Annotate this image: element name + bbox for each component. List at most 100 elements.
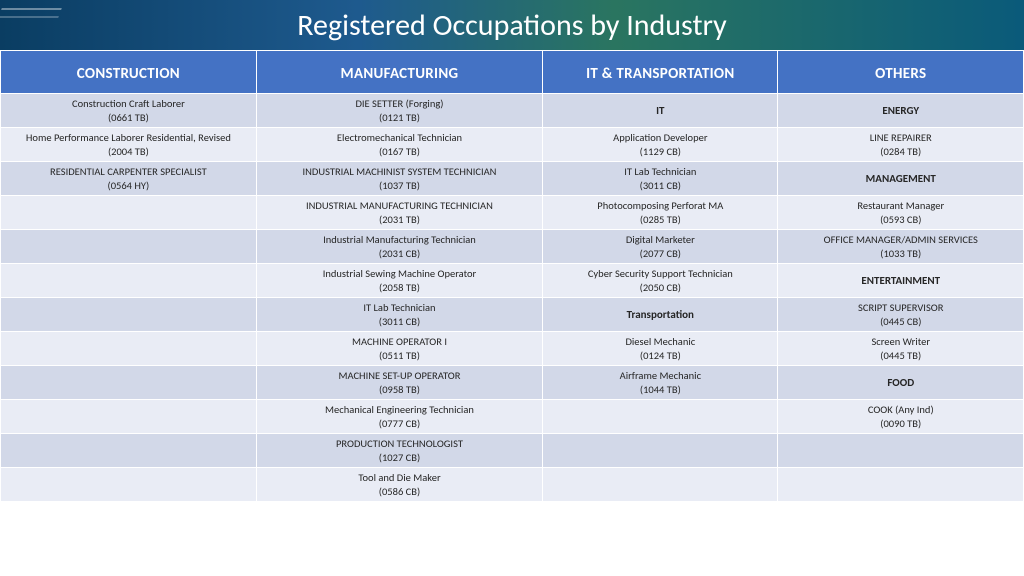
occupation-code: (2031 CB) [261,247,538,260]
occupation-name: Photocomposing Perforat MA [597,199,723,212]
occupation-code: (2004 TB) [5,145,252,158]
occupation-code: (0511 TB) [261,349,538,362]
occupation-name: Industrial Sewing Machine Operator [323,267,477,280]
table-cell [543,434,778,468]
table-cell: ENERGY [778,94,1024,128]
table-cell: OFFICE MANAGER/ADMIN SERVICES(1033 TB) [778,230,1024,264]
occupation-name: IT Lab Technician [624,165,696,178]
table-row: RESIDENTIAL CARPENTER SPECIALIST(0564 HY… [1,162,1024,196]
table-cell: Cyber Security Support Technician(2050 C… [543,264,778,298]
occupation-code: (1037 TB) [261,179,538,192]
occupation-code: (0661 TB) [5,111,252,124]
table-cell: Screen Writer(0445 TB) [778,332,1024,366]
occupation-name: COOK (Any Ind) [868,403,934,416]
occupation-code: (2058 TB) [261,281,538,294]
table-row: Industrial Sewing Machine Operator(2058 … [1,264,1024,298]
table-cell: SCRIPT SUPERVISOR(0445 CB) [778,298,1024,332]
occupation-name: Home Performance Laborer Residential, Re… [26,131,231,144]
col-header-construction: CONSTRUCTION [1,51,257,94]
table-cell [543,400,778,434]
occupation-name: Cyber Security Support Technician [588,267,733,280]
occupation-code: (2077 CB) [547,247,773,260]
occupation-name: OFFICE MANAGER/ADMIN SERVICES [824,233,978,246]
table-row: IT Lab Technician(3011 CB)Transportation… [1,298,1024,332]
occupation-name: Construction Craft Laborer [72,97,185,110]
occupation-code: (0445 CB) [782,315,1019,328]
occupation-name: Electromechanical Technician [337,131,462,144]
table-cell: DIE SETTER (Forging)(0121 TB) [256,94,542,128]
table-row: Industrial Manufacturing Technician(2031… [1,230,1024,264]
table-cell [1,400,257,434]
occupation-code: (2050 CB) [547,281,773,294]
occupation-code: (1033 TB) [782,247,1019,260]
table-cell: Digital Marketer(2077 CB) [543,230,778,264]
occupation-name: Tool and Die Maker [358,471,440,484]
table-cell [1,264,257,298]
table-cell [778,434,1024,468]
occupation-code: (0167 TB) [261,145,538,158]
table-cell [778,468,1024,502]
table-cell: Photocomposing Perforat MA(0285 TB) [543,196,778,230]
page-title: Registered Occupations by Industry [0,0,1024,50]
table-cell: INDUSTRIAL MACHINIST SYSTEM TECHNICIAN(1… [256,162,542,196]
table-row: Home Performance Laborer Residential, Re… [1,128,1024,162]
occupation-code: (1027 CB) [261,451,538,464]
table-cell [1,332,257,366]
table-cell: Airframe Mechanic(1044 TB) [543,366,778,400]
occupation-code: (0445 TB) [782,349,1019,362]
occupation-name: Screen Writer [871,335,930,348]
occupation-code: (2031 TB) [261,213,538,226]
table-cell: PRODUCTION TECHNOLOGIST(1027 CB) [256,434,542,468]
table-cell: LINE REPAIRER(0284 TB) [778,128,1024,162]
title-text: Registered Occupations by Industry [297,7,726,44]
occupation-name: INDUSTRIAL MACHINIST SYSTEM TECHNICIAN [302,165,496,178]
occupation-code: (1044 TB) [547,383,773,396]
table-cell: Construction Craft Laborer(0661 TB) [1,94,257,128]
table-row: INDUSTRIAL MANUFACTURING TECHNICIAN(2031… [1,196,1024,230]
occupations-table: CONSTRUCTION MANUFACTURING IT & TRANSPOR… [0,50,1024,502]
table-header-row: CONSTRUCTION MANUFACTURING IT & TRANSPOR… [1,51,1024,94]
occupation-name: MACHINE OPERATOR I [352,335,447,348]
table-row: Tool and Die Maker(0586 CB) [1,468,1024,502]
col-header-others: OTHERS [778,51,1024,94]
table-cell [1,366,257,400]
occupation-name: INDUSTRIAL MANUFACTURING TECHNICIAN [306,199,493,212]
table-cell [1,230,257,264]
table-cell: IT [543,94,778,128]
occupation-code: (0285 TB) [547,213,773,226]
occupation-code: (3011 CB) [261,315,538,328]
occupation-name: PRODUCTION TECHNOLOGIST [336,437,463,450]
col-header-manufacturing: MANUFACTURING [256,51,542,94]
table-row: Construction Craft Laborer(0661 TB)DIE S… [1,94,1024,128]
occupation-code: (0593 CB) [782,213,1019,226]
table-cell: INDUSTRIAL MANUFACTURING TECHNICIAN(2031… [256,196,542,230]
table-cell [543,468,778,502]
table-row: Mechanical Engineering Technician(0777 C… [1,400,1024,434]
table-cell: Industrial Manufacturing Technician(2031… [256,230,542,264]
table-cell: MACHINE SET-UP OPERATOR(0958 TB) [256,366,542,400]
table-cell: MANAGEMENT [778,162,1024,196]
table-cell: Application Developer(1129 CB) [543,128,778,162]
table-cell: RESIDENTIAL CARPENTER SPECIALIST(0564 HY… [1,162,257,196]
occupation-name: Digital Marketer [626,233,695,246]
occupation-name: RESIDENTIAL CARPENTER SPECIALIST [50,165,207,178]
occupation-code: (0958 TB) [261,383,538,396]
occupation-name: Application Developer [613,131,707,144]
table-cell: MACHINE OPERATOR I(0511 TB) [256,332,542,366]
occupation-code: (1129 CB) [547,145,773,158]
occupation-name: IT Lab Technician [363,301,435,314]
table-cell: Electromechanical Technician(0167 TB) [256,128,542,162]
table-cell: Industrial Sewing Machine Operator(2058 … [256,264,542,298]
table-cell: Restaurant Manager(0593 CB) [778,196,1024,230]
occupation-name: Restaurant Manager [857,199,944,212]
table-cell: COOK (Any Ind)(0090 TB) [778,400,1024,434]
occupation-code: (0777 CB) [261,417,538,430]
table-cell: Tool and Die Maker(0586 CB) [256,468,542,502]
table-cell: Transportation [543,298,778,332]
occupation-name: MACHINE SET-UP OPERATOR [338,369,460,382]
occupation-code: (0586 CB) [261,485,538,498]
table-cell: IT Lab Technician(3011 CB) [256,298,542,332]
occupation-code: (0564 HY) [5,179,252,192]
occupation-name: Industrial Manufacturing Technician [323,233,476,246]
table-cell [1,468,257,502]
